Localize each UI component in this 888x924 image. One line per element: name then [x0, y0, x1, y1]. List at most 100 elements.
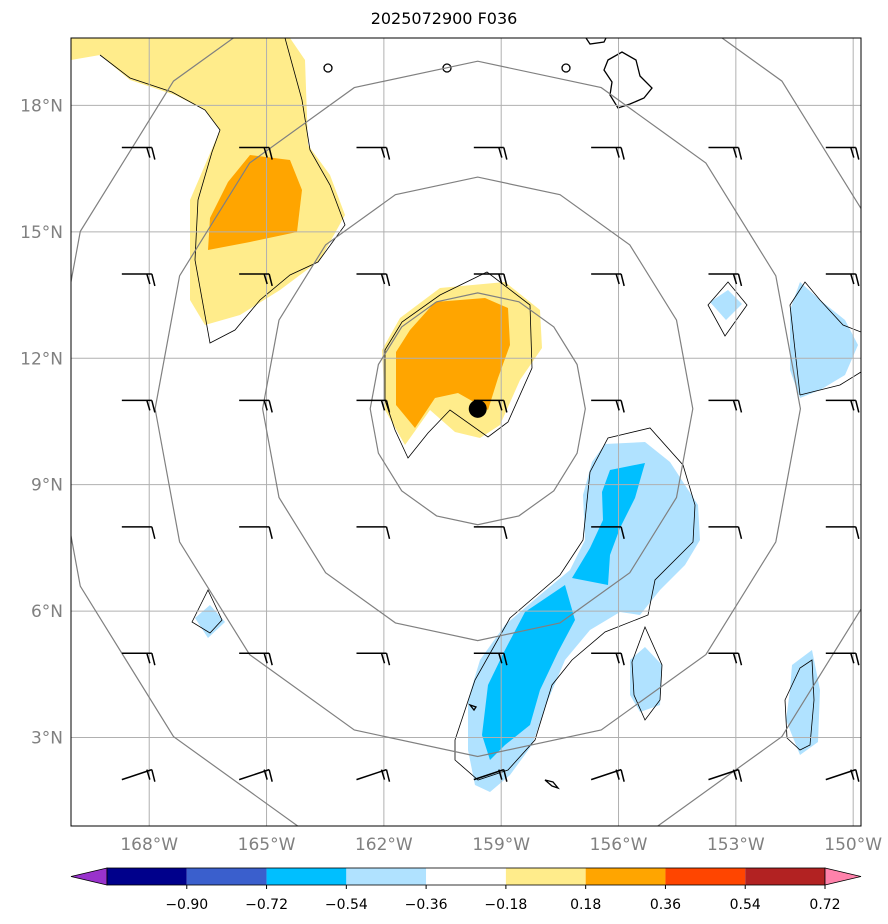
- contour-center: [384, 271, 533, 459]
- lon-tick-label: 156°W: [590, 835, 648, 855]
- wind-barb: [121, 273, 156, 287]
- lon-tick-label: 153°W: [707, 835, 765, 855]
- wind-barb: [473, 146, 508, 160]
- wind-barb: [591, 652, 625, 666]
- wind-barb: [708, 526, 743, 539]
- range-ring: [154, 60, 802, 758]
- lat-tick-label: 15°N: [20, 223, 63, 243]
- colorbar-segment: [266, 868, 347, 885]
- wind-barb: [591, 146, 625, 160]
- colorbar-segment: [585, 868, 666, 885]
- shade-se-blue-upper: [572, 463, 645, 585]
- wind-barb: [356, 768, 391, 782]
- shade-nw-orange: [208, 155, 302, 250]
- colorbar-segment: [665, 868, 746, 885]
- wind-barb: [239, 652, 273, 666]
- wind-barb: [121, 146, 156, 160]
- lat-tick-label: 6°N: [31, 602, 63, 622]
- colorbar-tick-label: −0.36: [405, 897, 448, 913]
- contour-se: [454, 427, 696, 781]
- colorbar-labels: −0.90 −0.72 −0.54 −0.36 −0.18 0.18 0.36 0.54 0.7…: [165, 885, 841, 913]
- colorbar-extend-low: [70, 867, 108, 886]
- range-rings: [71, 38, 861, 826]
- lon-tick-label: 159°W: [472, 835, 530, 855]
- lon-tick-label: 150°W: [824, 835, 882, 855]
- wind-barb: [825, 768, 860, 782]
- lat-tick-label: 9°N: [31, 476, 63, 496]
- shade-e-lightblue: [790, 282, 858, 398]
- wind-barb: [356, 273, 391, 287]
- contour-e: [789, 281, 861, 396]
- range-ring: [261, 176, 694, 642]
- wind-barb: [121, 526, 156, 539]
- island-small-2: [442, 63, 452, 73]
- colorbar-tick-label: 0.72: [809, 897, 840, 913]
- colorbar-extend-high: [824, 867, 862, 886]
- colorbar-tick-label: 0.36: [650, 897, 681, 913]
- plot-frame: [70, 37, 862, 827]
- wind-barb: [356, 652, 391, 666]
- wind-barb: [591, 273, 625, 287]
- lat-tick-label: 12°N: [20, 349, 63, 369]
- wind-barb: [238, 768, 273, 782]
- wind-barb: [708, 146, 743, 160]
- wind-barb: [708, 273, 743, 287]
- wind-barb: [708, 652, 743, 666]
- contour-lines: [99, 38, 861, 781]
- wind-barb: [825, 273, 860, 287]
- lon-tick-label: 168°W: [120, 835, 178, 855]
- hawaii-big-island: [603, 51, 653, 109]
- wind-barb: [239, 146, 273, 160]
- colorbar-segment: [505, 868, 586, 885]
- island-maui: [585, 38, 607, 45]
- wind-barb: [708, 399, 743, 413]
- positive-shading: [71, 38, 542, 445]
- wind-barb: [825, 652, 860, 666]
- shade-center-orange: [396, 298, 510, 428]
- shade-small-w: [195, 605, 225, 638]
- colorbar-segment: [346, 868, 427, 885]
- longitude-labels: 168°W 165°W 162°W 159°W 156°W 153°W 150°W: [120, 835, 882, 855]
- colorbar: [70, 867, 862, 886]
- contour-small-w: [191, 589, 223, 634]
- contour-small-mid: [631, 625, 663, 721]
- lat-lon-gridlines: [71, 38, 861, 826]
- wind-barb: [708, 768, 743, 782]
- wind-barb: [473, 768, 508, 782]
- range-ring: [369, 292, 586, 526]
- wind-barb: [356, 146, 391, 160]
- colorbar-tick-label: 0.18: [570, 897, 601, 913]
- colorbar-tick-label: −0.54: [325, 897, 368, 913]
- island-small-5: [544, 779, 560, 790]
- colorbar-segment: [745, 868, 825, 885]
- map-title: 2025072900 F036: [370, 9, 518, 28]
- wind-barb: [356, 399, 391, 413]
- shade-se-blue-lower: [482, 585, 575, 760]
- island-small-1: [323, 63, 333, 73]
- colorbar-tick-label: −0.72: [245, 897, 288, 913]
- lon-tick-label: 165°W: [238, 835, 296, 855]
- wind-barb: [239, 273, 273, 287]
- wind-barbs: [121, 146, 860, 782]
- contour-nw: [99, 38, 346, 344]
- shade-nw-yellow: [71, 38, 345, 325]
- colorbar-segment: [186, 868, 267, 885]
- island-small-4: [468, 703, 478, 712]
- storm-center-marker: [468, 399, 487, 418]
- colorbar-segment: [426, 868, 506, 885]
- wind-barb: [591, 399, 625, 413]
- wind-barb: [590, 768, 625, 782]
- lat-tick-label: 3°N: [31, 729, 63, 749]
- lat-tick-label: 18°N: [20, 96, 63, 116]
- lon-tick-label: 162°W: [355, 835, 413, 855]
- contour-small-se: [784, 659, 815, 751]
- shade-small-mid: [630, 647, 662, 712]
- colorbar-segment: [107, 868, 187, 885]
- latitude-labels: 3°N 6°N 9°N 12°N 15°N 18°N: [20, 96, 63, 748]
- wind-barb: [473, 526, 508, 539]
- contour-small-e: [707, 281, 748, 337]
- wind-barb: [825, 526, 860, 539]
- colorbar-tick-label: −0.18: [484, 897, 527, 913]
- wind-barb: [239, 399, 273, 413]
